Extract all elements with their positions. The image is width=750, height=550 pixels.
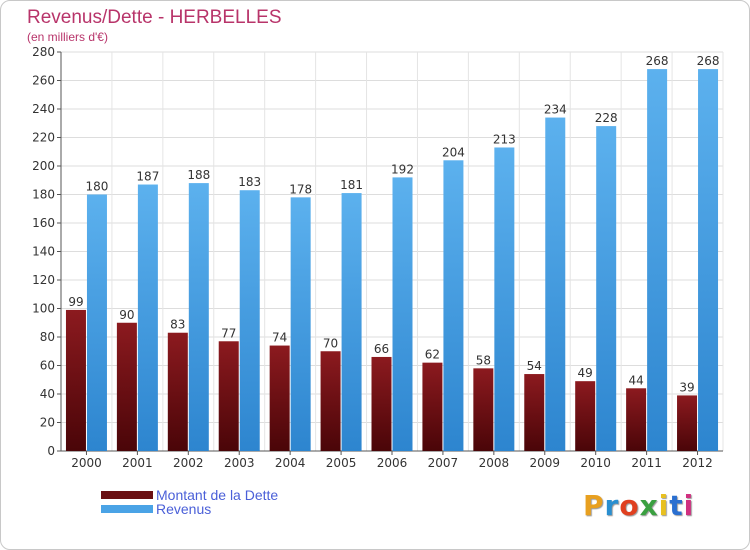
x-tick-label: 2011 [631, 456, 662, 470]
y-tick-label: 280 [32, 45, 55, 59]
bar-dette [677, 395, 698, 451]
bar-revenus [290, 197, 311, 451]
data-label-revenus: 192 [391, 162, 414, 176]
bar-dette [167, 332, 188, 451]
data-label-dette: 99 [68, 295, 83, 309]
data-label-dette: 66 [374, 342, 389, 356]
y-tick-label: 180 [32, 188, 55, 202]
data-label-revenus: 268 [646, 54, 669, 68]
data-label-dette: 83 [170, 318, 185, 332]
y-tick-label: 140 [32, 245, 55, 259]
data-label-revenus: 234 [544, 103, 567, 117]
y-tick-label: 260 [32, 74, 55, 88]
legend-item-dette: Montant de la Dette [101, 487, 278, 503]
data-label-dette: 39 [679, 380, 694, 394]
bar-revenus [341, 193, 362, 451]
bar-revenus [86, 194, 107, 451]
y-tick-label: 220 [32, 131, 55, 145]
bar-revenus [647, 69, 668, 451]
bar-dette [422, 362, 443, 451]
bar-revenus [494, 147, 515, 451]
y-tick-label: 40 [40, 387, 55, 401]
legend-swatch-dette [101, 491, 153, 499]
bar-dette [116, 322, 137, 451]
data-label-dette: 54 [527, 359, 542, 373]
legend-label-revenus: Revenus [156, 501, 212, 517]
data-label-dette: 90 [119, 308, 134, 322]
bar-dette [269, 345, 290, 451]
x-tick-label: 2008 [479, 456, 510, 470]
y-tick-label: 20 [40, 416, 55, 430]
y-tick-label: 240 [32, 102, 55, 116]
bar-revenus [596, 126, 617, 451]
legend-swatch-revenus [101, 505, 153, 513]
y-tick-label: 60 [40, 359, 55, 373]
data-label-dette: 44 [628, 373, 643, 387]
data-label-revenus: 181 [340, 178, 363, 192]
data-label-dette: 62 [425, 348, 440, 362]
x-tick-label: 2003 [224, 456, 255, 470]
chart-title: Revenus/Dette - HERBELLES [27, 7, 282, 28]
data-label-revenus: 228 [595, 111, 618, 125]
proxiti-logo: Proxiti [583, 489, 695, 522]
bar-revenus [545, 117, 566, 452]
chart-subtitle: (en milliers d'€) [27, 30, 108, 44]
x-tick-label: 2006 [377, 456, 408, 470]
data-label-dette: 70 [323, 336, 338, 350]
data-label-revenus: 178 [289, 182, 312, 196]
x-tick-label: 2000 [71, 456, 102, 470]
data-label-dette: 74 [272, 331, 287, 345]
bar-dette [371, 356, 392, 451]
bar-dette [218, 341, 239, 451]
bar-dette [524, 374, 545, 451]
bar-dette [626, 388, 647, 451]
y-tick-label: 100 [32, 302, 55, 316]
x-tick-label: 2012 [682, 456, 713, 470]
bar-dette [575, 381, 596, 451]
x-tick-label: 2002 [173, 456, 204, 470]
x-tick-label: 2007 [428, 456, 459, 470]
data-label-revenus: 213 [493, 132, 516, 146]
data-label-revenus: 268 [697, 54, 720, 68]
data-label-revenus: 187 [136, 170, 159, 184]
bar-revenus [443, 160, 464, 452]
y-tick-label: 0 [47, 444, 55, 458]
x-tick-label: 2001 [122, 456, 153, 470]
data-label-dette: 49 [578, 366, 593, 380]
y-tick-label: 160 [32, 216, 55, 230]
data-label-revenus: 183 [238, 175, 261, 189]
data-label-dette: 77 [221, 326, 236, 340]
x-tick-label: 2009 [529, 456, 560, 470]
bar-chart: 0 20 40 60 80 100 120 140 160 180 200 220 240 260 280 9… [32, 45, 724, 470]
bar-revenus [698, 69, 719, 451]
x-tick-label: 2005 [326, 456, 357, 470]
y-tick-label: 120 [32, 273, 55, 287]
bar-dette [473, 368, 494, 451]
bar-dette [65, 309, 86, 451]
y-tick-label: 200 [32, 159, 55, 173]
y-tick-label: 80 [40, 330, 55, 344]
data-label-revenus: 180 [86, 180, 109, 194]
bar-revenus [239, 190, 260, 451]
bar-dette [320, 351, 341, 451]
x-tick-label: 2010 [580, 456, 611, 470]
legend-item-revenus: Revenus [101, 501, 211, 517]
bar-revenus [137, 184, 158, 451]
data-label-dette: 58 [476, 353, 491, 367]
data-label-revenus: 188 [187, 168, 210, 182]
x-tick-label: 2004 [275, 456, 306, 470]
legend-label-dette: Montant de la Dette [156, 487, 279, 503]
data-label-revenus: 204 [442, 145, 465, 159]
bar-revenus [188, 183, 209, 451]
bar-revenus [392, 177, 413, 451]
